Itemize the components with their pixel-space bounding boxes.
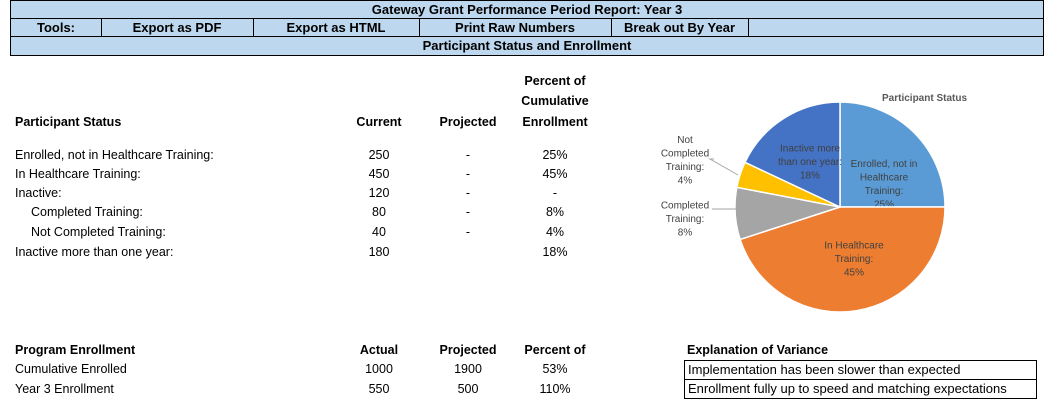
participant-status-pie-chart: Enrolled, not in Healthcare Training: 25% In… xyxy=(661,93,967,313)
status-header: Participant Status xyxy=(15,115,122,129)
projected-header: Projected xyxy=(439,115,497,129)
tools-label: Tools: xyxy=(11,19,102,36)
row-label: Not Completed Training: xyxy=(31,225,166,239)
current-value: 450 xyxy=(368,167,390,181)
projected-header: Projected xyxy=(439,343,497,357)
pie-slice xyxy=(743,101,841,209)
actual-header: Actual xyxy=(359,343,399,357)
row-label: Year 3 Enrollment xyxy=(15,382,114,396)
current-value: 40 xyxy=(372,225,386,239)
pie-slice xyxy=(839,101,946,208)
projected-value: - xyxy=(465,225,471,239)
row-label: In Healthcare Training: xyxy=(15,167,141,181)
slice-label: 8% xyxy=(678,228,693,239)
percent-header-2: Cumulative xyxy=(521,94,589,108)
current-value: 80 xyxy=(372,205,386,219)
percent-value: 53% xyxy=(542,362,568,376)
break-out-by-year-button[interactable]: Break out By Year xyxy=(611,19,749,36)
row-label: Inactive: xyxy=(15,186,62,200)
variance-item: Enrollment fully up to speed and matchin… xyxy=(684,379,1037,399)
slice-label: 45% xyxy=(844,268,864,279)
row-label: Completed Training: xyxy=(31,205,143,219)
slice-label: Training: xyxy=(865,186,904,197)
slice-label: Training: xyxy=(835,254,874,265)
report-title: Gateway Grant Performance Period Report:… xyxy=(10,0,1044,19)
row-label: Inactive more than one year: xyxy=(15,245,174,259)
percent-value: 110% xyxy=(539,382,571,396)
projected-value: - xyxy=(465,186,471,200)
slice-label: than one year: xyxy=(778,157,842,168)
leader-line xyxy=(708,158,739,176)
current-value: 180 xyxy=(368,245,390,259)
projected-value: - xyxy=(465,205,471,219)
actual-value: 1000 xyxy=(365,362,393,376)
percent-value: 25% xyxy=(542,148,568,162)
export-pdf-button[interactable]: Export as PDF xyxy=(101,19,254,36)
actual-value: 550 xyxy=(368,382,390,396)
variance-title: Explanation of Variance xyxy=(687,343,829,357)
slice-label: Completed xyxy=(661,148,709,159)
percent-header-1: Percent of xyxy=(524,74,586,88)
slice-label: 4% xyxy=(678,175,693,186)
section-title: Participant Status and Enrollment xyxy=(10,36,1044,56)
enrollment-header: Program Enrollment xyxy=(15,343,136,357)
slice-label: Not xyxy=(677,135,693,146)
chart-title: Participant Status xyxy=(882,93,967,104)
slice-label: Inactive more xyxy=(780,144,840,155)
percent-header-3: Enrollment xyxy=(522,115,588,129)
projected-value: 1900 xyxy=(454,362,482,376)
percent-value: 18% xyxy=(542,245,568,259)
pie-slice xyxy=(739,206,946,313)
slice-label: Training: xyxy=(666,162,705,173)
print-raw-numbers-button[interactable]: Print Raw Numbers xyxy=(419,19,612,36)
toolbar: Tools: Export as PDF Export as HTML Prin… xyxy=(10,18,1044,37)
current-value: 250 xyxy=(368,148,390,162)
current-header: Current xyxy=(356,115,402,129)
projected-value: - xyxy=(465,167,471,181)
row-label: Cumulative Enrolled xyxy=(15,362,127,376)
percent-value: - xyxy=(552,186,558,200)
slice-label: Completed xyxy=(661,201,709,212)
percent-value: 4% xyxy=(545,225,565,239)
slice-label: Training: xyxy=(666,214,705,225)
projected-value: - xyxy=(465,148,471,162)
current-value: 120 xyxy=(368,186,390,200)
slice-label: Healthcare xyxy=(860,172,909,183)
variance-item: Implementation has been slower than expe… xyxy=(684,360,1037,380)
slice-label: In Healthcare xyxy=(824,241,884,252)
slice-label: 18% xyxy=(800,171,820,182)
percent-value: 8% xyxy=(545,205,565,219)
projected-value: 500 xyxy=(457,382,479,396)
percent-value: 45% xyxy=(542,167,568,181)
export-html-button[interactable]: Export as HTML xyxy=(253,19,420,36)
row-label: Enrolled, not in Healthcare Training: xyxy=(15,148,214,162)
slice-label: 25% xyxy=(874,199,894,210)
slice-label: Enrolled, not in xyxy=(851,159,918,170)
percent-header: Percent of xyxy=(524,343,586,357)
